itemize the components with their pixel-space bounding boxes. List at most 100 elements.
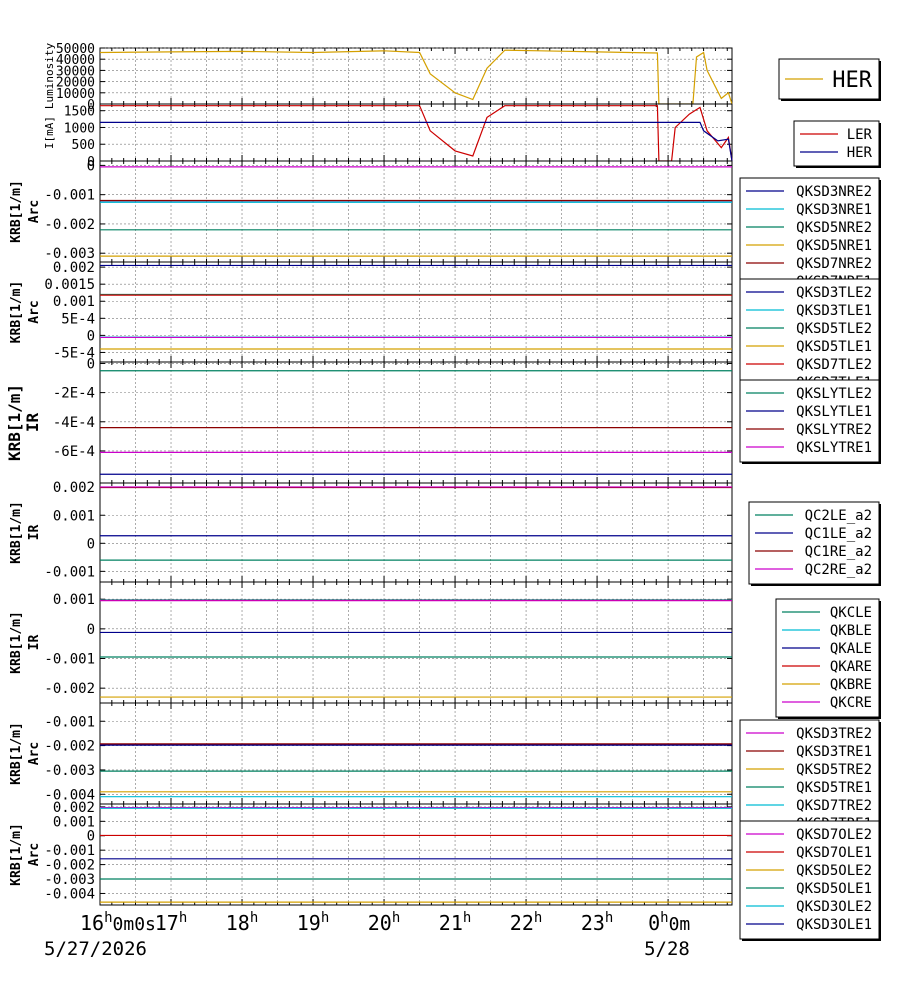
legend-box [793,120,880,167]
legend-label: QC2RE_a2 [805,562,872,578]
y-tick-label: -0.001 [44,564,95,580]
legend-label: QKARE [830,659,872,675]
legend-label: QKSD7TRE2 [796,798,872,814]
y-axis-label: I[mA] [43,116,56,149]
y-tick-label: -0.002 [44,681,95,697]
legend-box [739,177,880,295]
x-tick-label: 20h [368,910,401,935]
legend-label: QKSD5NRE2 [796,220,872,236]
y-axis-sublabel: IR [27,635,42,651]
legend-label: QC1RE_a2 [805,544,872,560]
legend-panel-7: QKCLE QKBLE QKALE QKARE QKBRE QKCRE [775,598,881,719]
legend-label: QKSD5TRE1 [796,780,872,796]
y-tick-label: -0.001 [44,652,95,668]
y-tick-label: 30000 [56,64,95,79]
panel-6: 0.002 0.001 0 -0.001 KRB[1/m] IR [9,480,733,583]
y-tick-label: -0.002 [44,858,95,874]
y-tick-label: -0.002 [44,217,95,233]
legend-box [775,598,880,718]
y-tick-label: 0.002 [53,800,95,816]
legend-label: QKSD3TLE2 [796,285,872,301]
x-tick-label: 0h0m [648,910,690,935]
panel-frame [99,361,733,484]
legend-label: QKSLYTRE2 [796,422,872,438]
legend-label: QKSLYTRE1 [796,440,872,456]
legend-panel-1: HER [778,58,881,101]
y-axis-label: KRB[1/m] [9,823,24,886]
legend-label: QKSD7OLE1 [796,845,872,861]
x-tick-label: 23h [581,910,614,935]
legend-label: QKSD7NRE2 [796,256,872,272]
legend-box [739,820,880,940]
y-axis-label: KRB[1/m] [5,384,24,461]
y-tick-label: 50000 [56,42,95,57]
y-tick-label: 0 [87,356,95,372]
y-tick-label: -0.001 [44,188,95,204]
legend-panel-6: QC2LE_a2 QC1LE_a2 QC1RE_a2 QC2RE_a2 [748,501,881,586]
x-tick-label: 18h [226,910,259,935]
y-tick-label: 500 [72,138,95,153]
legend-panel-3: QKSD3NRE2 QKSD3NRE1 QKSD5NRE2 QKSD5NRE1 QKSD… [739,177,881,296]
legend-box [739,278,880,396]
legend-label: QKALE [830,641,872,657]
legend-box [748,501,880,585]
y-tick-label: 0.001 [53,592,95,608]
y-tick-label: 0 [87,155,95,170]
y-tick-label: -0.001 [44,714,95,730]
y-tick-label: 0.0015 [44,277,95,293]
legend-label: QKSD5OLE1 [796,881,872,897]
legend-label: QC2LE_a2 [805,508,872,524]
y-tick-label: 0.001 [53,814,95,830]
y-axis-label: KRB[1/m] [9,611,24,674]
legend-label: QKSD5TRE2 [796,762,872,778]
legend-label: QKSD3OLE1 [796,917,872,933]
y-tick-label: 10000 [56,87,95,102]
y-axis-label: KRB[1/m] [9,501,24,564]
y-tick-label: -0.003 [44,872,95,888]
legend-label: HER [847,145,873,161]
x-tick-label: 21h [439,910,472,935]
y-tick-label: 0.002 [53,480,95,496]
panel-frame [99,261,733,363]
x-date-label: 5/28 [644,938,690,960]
y-tick-label: 5E-4 [61,311,95,327]
series-line-her [99,49,733,105]
legend-label: QKSD3NRE1 [796,202,872,218]
x-date-label: 5/27/2026 [44,938,147,960]
y-tick-label: 1500 [64,105,95,120]
legend-label: QKSD7TLE2 [796,357,872,373]
y-tick-label: 0 [87,829,95,845]
y-tick-label: 0 [87,158,95,174]
y-tick-label: 20000 [56,76,95,91]
y-axis-label: KRB[1/m] [9,180,24,243]
y-tick-label: -0.004 [44,787,95,803]
panel-5: 0 -2E-4 -4E-4 -6E-4 KRB[1/m] IR [5,356,733,484]
legend-label: QKSLYTLE1 [796,404,872,420]
y-tick-label: 0.002 [53,260,95,276]
legend-label: QKCLE [830,605,872,621]
panel-8: -0.001 -0.002 -0.003 -0.004 KRB[1/m] Arc [9,702,733,805]
legend-panel-9: QKSD7OLE2 QKSD7OLE1 QKSD5OLE2 QKSD5OLE1 QKSD… [739,820,881,941]
y-tick-label: -5E-4 [53,345,95,361]
legend-box [739,719,880,839]
y-tick-label: 0 [87,98,95,113]
y-tick-label: 0 [87,328,95,344]
legend-label: QKSD3OLE2 [796,899,872,915]
panel-frame [99,581,733,704]
y-axis-label: Luminosity [43,43,56,110]
y-tick-label: -0.003 [44,246,95,262]
y-tick-label: 0.001 [53,294,95,310]
y-tick-label: -4E-4 [53,415,95,431]
y-axis-sublabel: Arc [27,300,42,323]
x-tick-label: 17h [155,910,188,935]
legend-panel-4: QKSD3TLE2 QKSD3TLE1 QKSD5TLE2 QKSD5TLE1 QKSD… [739,278,881,397]
legend-panel-5: QKSLYTLE2 QKSLYTLE1 QKSLYTRE2 QKSLYTRE1 [739,379,881,464]
legend-label: QKBLE [830,623,872,639]
legend-label: QKSD5TLE2 [796,321,872,337]
y-tick-label: 1000 [64,121,95,136]
